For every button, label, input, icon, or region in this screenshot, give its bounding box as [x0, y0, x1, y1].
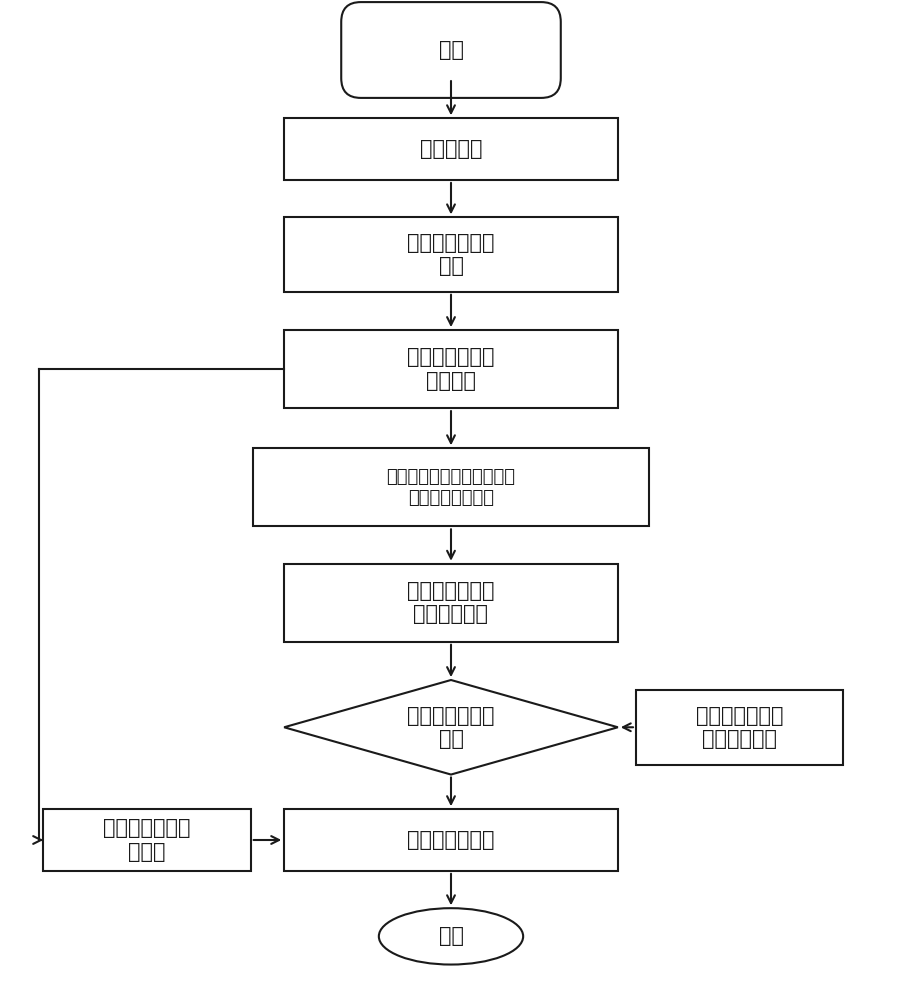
Polygon shape [284, 680, 618, 775]
Text: 惯性测量单元输出水平加速
度和方位速度信息: 惯性测量单元输出水平加速 度和方位速度信息 [386, 468, 516, 507]
FancyBboxPatch shape [341, 2, 561, 98]
Text: 结束: 结束 [438, 926, 464, 946]
Bar [43, 809, 251, 871]
Bar [284, 564, 618, 642]
Text: 加速度计行进距
离信息: 加速度计行进距 离信息 [103, 818, 191, 862]
Bar [284, 118, 618, 180]
Text: 数据存储到数据
存储单元: 数据存储到数据 存储单元 [407, 347, 495, 391]
Bar [253, 448, 649, 526]
Text: 管道转弯角计算: 管道转弯角计算 [407, 830, 495, 850]
Text: 陀螺仪输出的旋
转角速率方向: 陀螺仪输出的旋 转角速率方向 [695, 706, 784, 749]
Bar [284, 330, 618, 408]
Ellipse shape [379, 908, 523, 965]
Text: 弯管处姿态、速
度、位置计算: 弯管处姿态、速 度、位置计算 [407, 581, 495, 624]
Text: 系统初始化: 系统初始化 [419, 139, 483, 159]
Text: 机器人转弯方向
判定: 机器人转弯方向 判定 [407, 706, 495, 749]
Text: 机器人遍历整个
管道: 机器人遍历整个 管道 [407, 233, 495, 276]
Text: 开始: 开始 [438, 40, 464, 60]
Bar [636, 690, 843, 765]
Bar [284, 217, 618, 292]
Bar [284, 809, 618, 871]
